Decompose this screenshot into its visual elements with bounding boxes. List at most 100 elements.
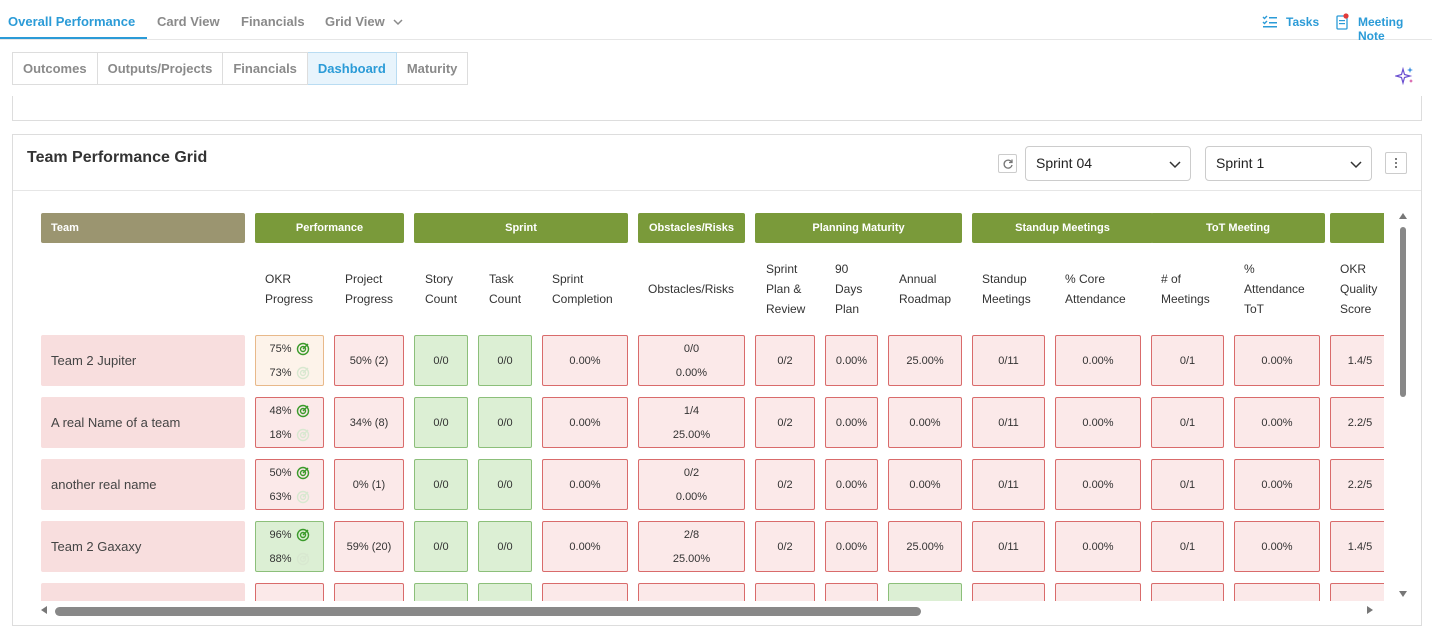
team-name-cell[interactable]: Team 2 Gaxaxy	[41, 521, 245, 572]
horizontal-scroll-thumb[interactable]	[55, 607, 921, 616]
scroll-left-icon[interactable]	[41, 606, 47, 614]
completion-cell[interactable]	[542, 583, 628, 601]
story-cell[interactable]: 0/0	[414, 521, 468, 572]
sprint-select-primary[interactable]: Sprint 04	[1025, 146, 1191, 181]
standup-cell[interactable]: 0/11	[972, 397, 1045, 448]
sprint-plan-cell[interactable]: 0/2	[755, 335, 815, 386]
subtab-outcomes[interactable]: Outcomes	[12, 52, 98, 85]
sprint-plan-cell[interactable]: 0/2	[755, 397, 815, 448]
core-cell[interactable]: 0.00%	[1055, 459, 1141, 510]
team-name-cell[interactable]: Team 2 Jupiter	[41, 335, 245, 386]
sprint-select-secondary[interactable]: Sprint 1	[1205, 146, 1372, 181]
days90-cell[interactable]: 0.00%	[825, 521, 878, 572]
days90-cell[interactable]: 0.00%	[825, 335, 878, 386]
sprint-plan-cell[interactable]: 0/2	[755, 459, 815, 510]
okr-progress-cell[interactable]: 70%	[255, 583, 324, 601]
completion-cell[interactable]: 0.00%	[542, 397, 628, 448]
subtab-financials[interactable]: Financials	[223, 52, 308, 85]
project-cell[interactable]	[334, 583, 404, 601]
project-cell[interactable]: 34% (8)	[334, 397, 404, 448]
task-cell[interactable]: 0/0	[478, 521, 532, 572]
obstacles-cell[interactable]: 2/9	[638, 583, 745, 601]
okr-progress-cell[interactable]: 48% 18%	[255, 397, 324, 448]
standup-cell[interactable]: 0/11	[972, 335, 1045, 386]
meetings-cell[interactable]	[1151, 583, 1224, 601]
core-cell[interactable]: 0.00%	[1055, 521, 1141, 572]
subtab-dashboard[interactable]: Dashboard	[307, 52, 397, 85]
vertical-scrollbar[interactable]	[1398, 213, 1408, 603]
obstacles-cell[interactable]: 0/0 0.00%	[638, 335, 745, 386]
days90-cell[interactable]	[825, 583, 878, 601]
story-cell[interactable]	[414, 583, 468, 601]
ai-sparkle-icon[interactable]	[1395, 66, 1415, 86]
annual-cell[interactable]: 0.00%	[888, 459, 962, 510]
tot-cell[interactable]: 0.00%	[1234, 521, 1320, 572]
scroll-right-icon[interactable]	[1367, 606, 1373, 614]
core-cell[interactable]	[1055, 583, 1141, 601]
quality-cell[interactable]: 2.2/5	[1330, 397, 1384, 448]
standup-cell[interactable]	[972, 583, 1045, 601]
project-cell[interactable]: 50% (2)	[334, 335, 404, 386]
obstacles-cell[interactable]: 2/8 25.00%	[638, 521, 745, 572]
project-cell[interactable]: 0% (1)	[334, 459, 404, 510]
refresh-button[interactable]	[998, 154, 1017, 173]
tot-cell[interactable]: 0.00%	[1234, 335, 1320, 386]
meetings-cell[interactable]: 0/1	[1151, 397, 1224, 448]
column-header-line: Progress	[265, 292, 314, 306]
tot-cell[interactable]	[1234, 583, 1320, 601]
completion-cell[interactable]: 0.00%	[542, 335, 628, 386]
subtab-outputs-projects[interactable]: Outputs/Projects	[97, 52, 224, 85]
scroll-down-icon[interactable]	[1399, 591, 1407, 597]
scroll-up-icon[interactable]	[1399, 213, 1407, 219]
annual-cell[interactable]: 25.00%	[888, 335, 962, 386]
obstacles-cell[interactable]: 0/2 0.00%	[638, 459, 745, 510]
task-cell[interactable]: 0/0	[478, 397, 532, 448]
project-cell[interactable]: 59% (20)	[334, 521, 404, 572]
standup-cell[interactable]: 0/11	[972, 459, 1045, 510]
tab-overall-performance[interactable]: Overall Performance	[8, 14, 136, 29]
okr-progress-cell[interactable]: 96% 88%	[255, 521, 324, 572]
team-name-cell[interactable]: A real Name of a team	[41, 397, 245, 448]
team-name-cell[interactable]: Cybersecurity - a safe, healthy	[41, 583, 245, 601]
quality-cell[interactable]: 2.2/5	[1330, 459, 1384, 510]
more-options-button[interactable]	[1385, 152, 1407, 174]
story-cell[interactable]: 0/0	[414, 397, 468, 448]
completion-cell[interactable]: 0.00%	[542, 521, 628, 572]
core-cell[interactable]: 0.00%	[1055, 397, 1141, 448]
meetings-cell[interactable]: 0/1	[1151, 521, 1224, 572]
story-cell[interactable]: 0/0	[414, 459, 468, 510]
okr-progress-cell[interactable]: 75% 73%	[255, 335, 324, 386]
sprint-plan-cell[interactable]	[755, 583, 815, 601]
task-cell[interactable]: 0/0	[478, 459, 532, 510]
completion-cell[interactable]: 0.00%	[542, 459, 628, 510]
meetings-cell[interactable]: 0/1	[1151, 459, 1224, 510]
meetings-cell[interactable]: 0/1	[1151, 335, 1224, 386]
okr-progress-cell[interactable]: 50% 63%	[255, 459, 324, 510]
horizontal-scrollbar[interactable]	[41, 605, 1381, 616]
annual-cell[interactable]: 0.00%	[888, 397, 962, 448]
story-cell[interactable]: 0/0	[414, 335, 468, 386]
sprint-select-primary-value: Sprint 04	[1036, 155, 1093, 171]
tab-grid-view[interactable]: Grid View	[325, 14, 385, 29]
task-cell[interactable]: 0/0	[478, 335, 532, 386]
days90-cell[interactable]: 0.00%	[825, 459, 878, 510]
core-cell[interactable]: 0.00%	[1055, 335, 1141, 386]
quality-cell[interactable]: 1.4/5	[1330, 521, 1384, 572]
tab-card-view[interactable]: Card View	[157, 14, 220, 29]
tot-cell[interactable]: 0.00%	[1234, 397, 1320, 448]
team-name-cell[interactable]: another real name	[41, 459, 245, 510]
task-cell[interactable]	[478, 583, 532, 601]
days90-cell[interactable]: 0.00%	[825, 397, 878, 448]
quality-cell[interactable]: 1.4/5	[1330, 335, 1384, 386]
standup-cell[interactable]: 0/11	[972, 521, 1045, 572]
quality-cell[interactable]	[1330, 583, 1384, 601]
obstacles-cell[interactable]: 1/4 25.00%	[638, 397, 745, 448]
annual-cell[interactable]	[888, 583, 962, 601]
subtab-maturity[interactable]: Maturity	[396, 52, 469, 85]
annual-cell[interactable]: 25.00%	[888, 521, 962, 572]
vertical-scroll-thumb[interactable]	[1400, 227, 1406, 397]
chevron-down-icon[interactable]	[392, 16, 404, 28]
tab-financials[interactable]: Financials	[241, 14, 305, 29]
tot-cell[interactable]: 0.00%	[1234, 459, 1320, 510]
sprint-plan-cell[interactable]: 0/2	[755, 521, 815, 572]
